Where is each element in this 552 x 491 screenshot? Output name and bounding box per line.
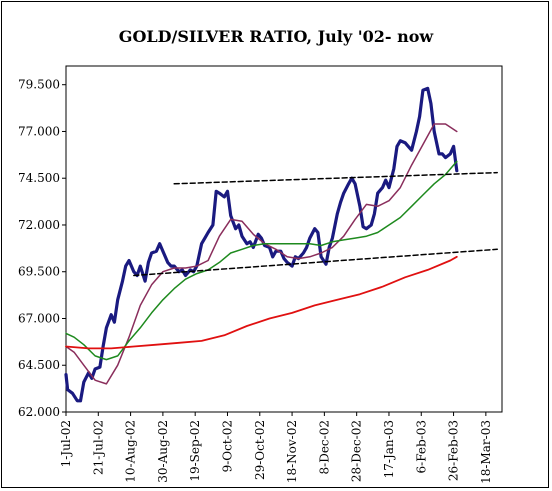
series-line-3 (65, 255, 458, 350)
x-tick-label: 30-Aug-02 (156, 420, 170, 483)
x-tick-label: 28-Dec-02 (350, 420, 364, 482)
x-tick-label: 1-Jul-02 (59, 420, 73, 467)
plot-area: 62.000 64.500 67.000 69.500 72.000 74.500 77.0… (18, 65, 503, 484)
x-tick-label: 9-Oct-02 (220, 420, 234, 472)
series-line-0 (64, 86, 459, 403)
x-tick-label: 8-Dec-02 (317, 420, 331, 474)
x-tick-label: 18-Nov-02 (285, 420, 299, 483)
chart-title: GOLD/SILVER RATIO, July '02- now (119, 27, 435, 46)
y-tick-label: 74.500 (18, 171, 60, 185)
y-tick-label: 79.500 (18, 78, 60, 92)
x-tick-label: 19-Sep-02 (188, 420, 202, 482)
x-tick-label: 10-Aug-02 (124, 420, 138, 483)
series-line-2 (65, 160, 458, 361)
x-tick-label: 29-Oct-02 (253, 420, 267, 480)
y-tick-label: 77.000 (18, 124, 60, 138)
y-tick-label: 69.500 (18, 265, 60, 279)
y-tick-label: 67.000 (18, 311, 60, 325)
series-line-1 (65, 123, 458, 385)
x-tick-label: 6-Feb-03 (414, 420, 428, 473)
x-tick-label: 21-Jul-02 (91, 420, 105, 475)
y-tick-label: 72.000 (18, 218, 60, 232)
x-tick-label: 17-Jan-03 (382, 420, 396, 478)
y-tick-label: 62.000 (18, 405, 60, 419)
trendline (173, 171, 498, 185)
y-tick-label: 64.500 (18, 358, 60, 372)
x-tick-label: 18-Mar-03 (479, 420, 493, 484)
trendline (133, 248, 498, 277)
x-tick-label: 26-Feb-03 (447, 420, 461, 481)
plot-border (65, 65, 503, 413)
